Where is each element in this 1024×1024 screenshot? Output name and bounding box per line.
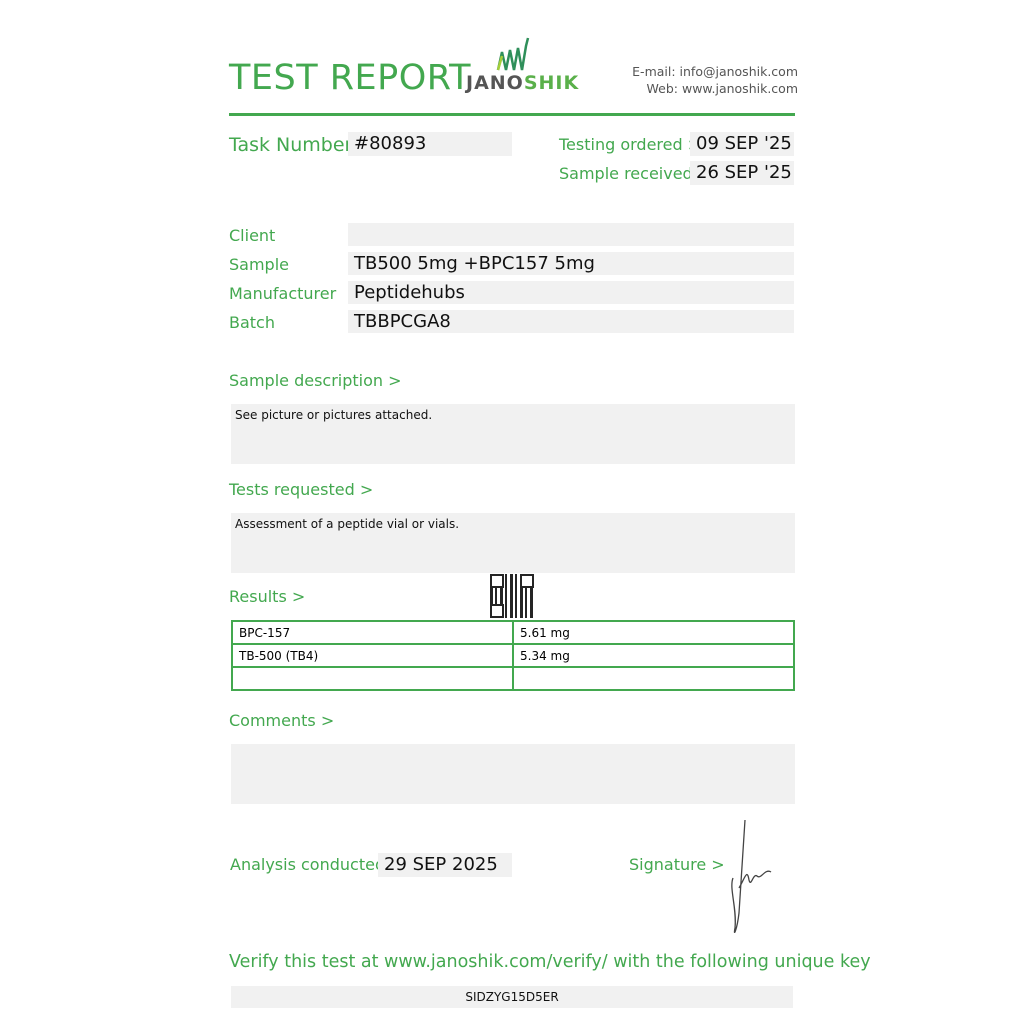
result-value [512,666,795,691]
sample-description-label: Sample description > [229,371,402,390]
analysis-conducted-label: Analysis conducted > [230,855,404,874]
contact-email[interactable]: E-mail: info@janoshik.com [632,64,798,79]
result-value: 5.61 mg [512,620,795,645]
qr-code-icon[interactable] [490,574,534,618]
signature-image [731,819,772,933]
result-value: 5.34 mg [512,643,795,668]
janoshik-logo: JANOSHIK [466,36,578,96]
batch-label: Batch [229,313,275,332]
comments-label: Comments > [229,711,335,730]
analysis-conducted-date: 29 SEP 2025 [378,853,512,877]
table-row: BPC-157 5.61 mg [231,620,795,645]
logo-text-jano: JANO [466,72,524,94]
logo-text-shik: SHIK [523,72,580,94]
manufacturer-label: Manufacturer [229,284,337,303]
contact-info: E-mail: info@janoshik.com Web: www.janos… [632,63,798,97]
testing-ordered-value: 09 SEP '25 [690,132,794,156]
contact-web[interactable]: Web: www.janoshik.com [646,81,798,96]
sample-value: TB500 5mg +BPC157 5mg [348,252,794,275]
task-number-value: #80893 [348,132,512,156]
batch-value: TBBPCGA8 [348,310,794,333]
client-label: Client [229,226,276,245]
results-table: BPC-157 5.61 mg TB-500 (TB4) 5.34 mg [231,620,795,691]
table-row: TB-500 (TB4) 5.34 mg [231,643,795,668]
result-name: BPC-157 [231,620,514,645]
verification-key: SIDZYG15D5ER [231,986,793,1008]
results-label: Results > [229,587,306,606]
result-name [231,666,514,691]
table-row [231,666,795,691]
signature-label: Signature > [629,855,725,874]
result-name: TB-500 (TB4) [231,643,514,668]
header-divider [229,113,795,116]
manufacturer-value: Peptidehubs [348,281,794,304]
sample-received-label: Sample received > [559,164,712,183]
client-value [348,223,794,246]
sample-description-text: See picture or pictures attached. [231,404,795,464]
comments-text [231,744,795,804]
sample-received-value: 26 SEP '25 [690,161,794,185]
report-title: TEST REPORT [229,58,471,98]
task-number-label: Task Number [229,134,353,156]
logo-chart-icon [496,37,530,71]
tests-requested-label: Tests requested > [229,480,374,499]
verify-instructions: Verify this test at www.janoshik.com/ver… [229,952,871,972]
testing-ordered-label: Testing ordered > [559,135,702,154]
sample-label: Sample [229,255,289,274]
tests-requested-text: Assessment of a peptide vial or vials. [231,513,795,573]
